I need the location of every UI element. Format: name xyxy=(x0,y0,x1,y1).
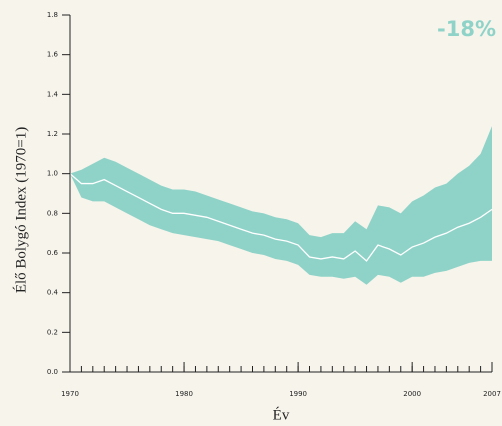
y-tick-label: 1.4 xyxy=(47,90,59,98)
x-tick-label: 2007 xyxy=(483,390,501,398)
x-tick-label: 1970 xyxy=(61,390,79,398)
y-tick-label: 1.2 xyxy=(47,130,58,138)
annotation: -18% xyxy=(437,17,496,41)
y-tick-label: 1.6 xyxy=(47,51,59,59)
y-axis-title: Élő Bolygó Index (1970=1) xyxy=(12,127,29,293)
y-tick-label: 0.6 xyxy=(47,249,59,257)
y-tick-label: 0.0 xyxy=(47,368,58,376)
y-tick-label: 1.8 xyxy=(47,11,58,19)
x-tick-label: 2000 xyxy=(403,390,421,398)
y-tick-label: 0.8 xyxy=(47,209,58,217)
y-tick-label: 0.2 xyxy=(47,328,58,336)
y-tick-label: 0.4 xyxy=(47,289,59,297)
x-axis-title: Év xyxy=(273,406,290,423)
x-tick-label: 1980 xyxy=(175,390,193,398)
confidence-band xyxy=(70,126,492,285)
y-tick-label: 1.0 xyxy=(47,170,58,178)
index-line xyxy=(69,173,493,262)
x-tick-label: 1990 xyxy=(289,390,307,398)
